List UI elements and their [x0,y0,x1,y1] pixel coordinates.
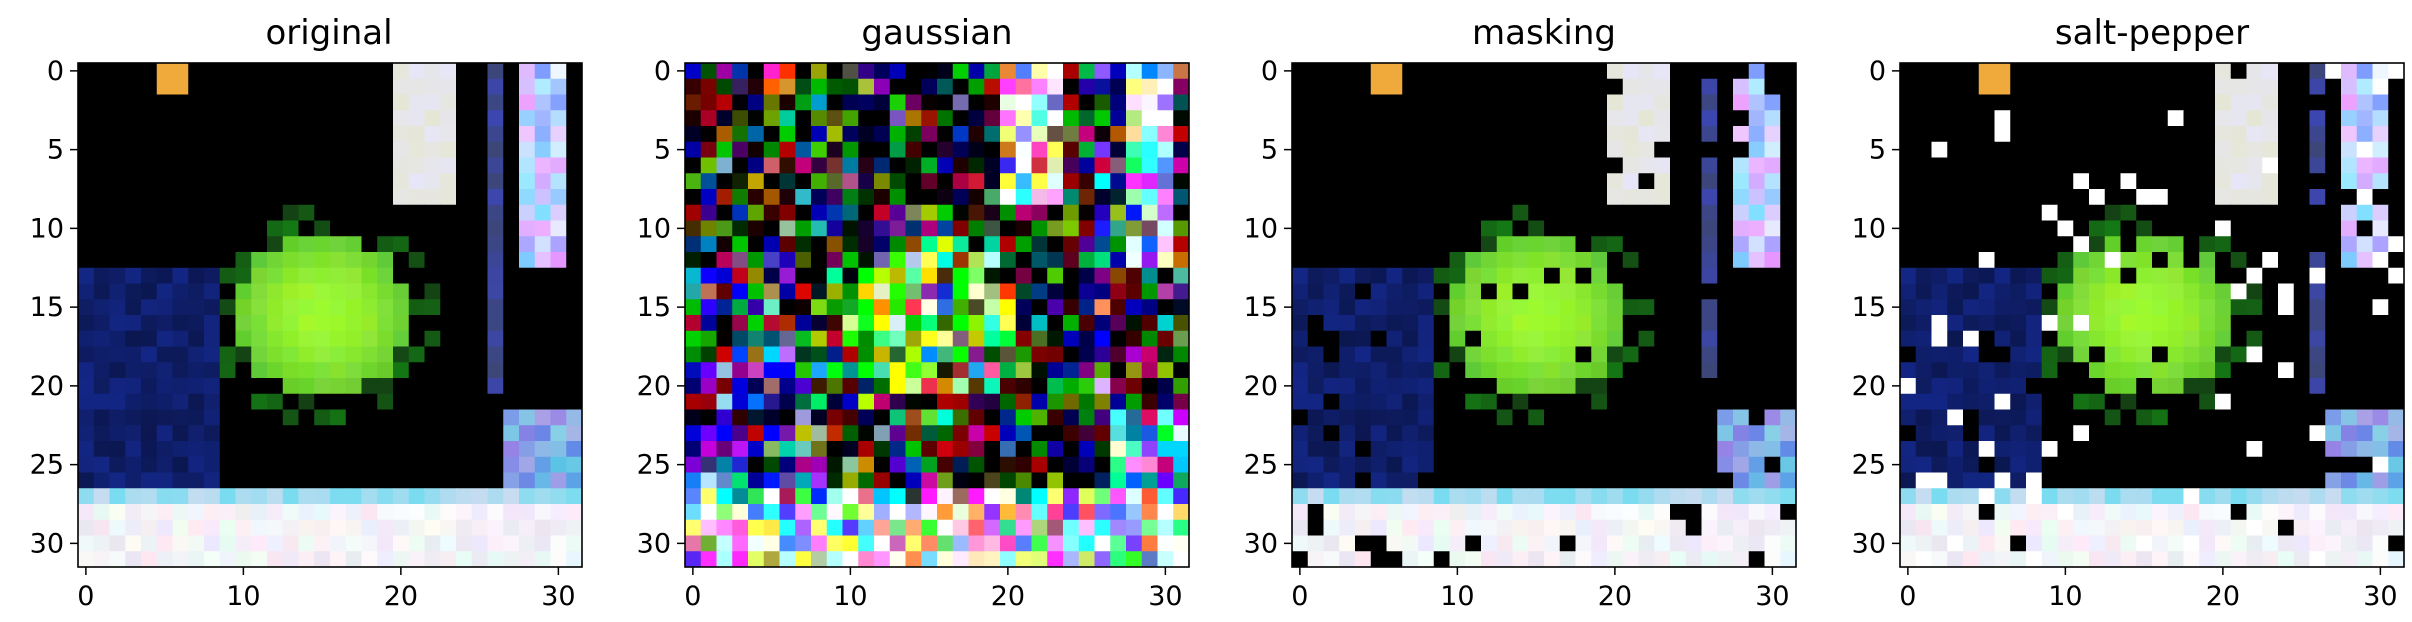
salt-pepper-image [1900,63,2405,568]
masking-image [1292,63,1797,568]
x-tick-label: 10 [2048,581,2082,612]
y-tick-label: 0 [1869,56,1886,87]
x-tick-label: 0 [1291,581,1308,612]
panel-title: masking [1472,13,1616,53]
panel-title: original [265,13,392,53]
panel-original: original 0 10 20 30 0 5 10 15 20 25 30 [30,13,583,612]
y-tick-label: 5 [654,135,671,166]
x-tick-label: 30 [1755,581,1789,612]
panel-title: gaussian [861,13,1012,53]
y-tick-label: 10 [637,213,671,244]
y-tick-label: 20 [1244,371,1278,402]
y-tick-label: 10 [1852,213,1886,244]
x-tick-label: 30 [2363,581,2397,612]
y-tick-label: 10 [1244,213,1278,244]
x-tick-label: 10 [833,581,867,612]
axis-ticks: 0 10 20 30 0 5 10 15 20 25 30 [637,56,1183,612]
y-tick-label: 5 [1261,135,1278,166]
y-tick-label: 0 [47,56,64,87]
y-tick-label: 15 [1852,292,1886,323]
x-tick-label: 20 [1598,581,1632,612]
axes-frame [1291,62,1797,568]
y-tick-label: 5 [1869,135,1886,166]
y-tick-label: 10 [30,213,64,244]
x-tick-label: 10 [1440,581,1474,612]
y-tick-label: 5 [47,135,64,166]
x-tick-label: 20 [2206,581,2240,612]
y-tick-label: 20 [637,371,671,402]
y-tick-label: 20 [1852,371,1886,402]
y-tick-label: 30 [637,528,671,559]
original-image [78,63,583,568]
x-tick-label: 0 [77,581,94,612]
y-tick-label: 30 [1852,528,1886,559]
axis-ticks: 0 10 20 30 0 5 10 15 20 25 30 [30,56,576,612]
axis-ticks: 0 10 20 30 0 5 10 15 20 25 30 [1244,56,1790,612]
y-tick-label: 15 [1244,292,1278,323]
axes-frame [77,62,583,568]
axes-frame [684,62,1190,568]
y-tick-label: 20 [30,371,64,402]
y-tick-label: 0 [654,56,671,87]
x-tick-label: 20 [384,581,418,612]
y-tick-label: 30 [1244,528,1278,559]
panel-title: salt-pepper [2055,13,2249,53]
y-tick-label: 25 [1852,450,1886,481]
y-tick-label: 15 [637,292,671,323]
axes-frame [1899,62,2405,568]
panel-gaussian: gaussian 0 10 20 30 0 5 10 15 20 25 30 [637,13,1190,612]
panel-masking: masking 0 10 20 30 0 5 10 15 20 25 30 [1244,13,1797,612]
y-tick-label: 25 [1244,450,1278,481]
y-tick-label: 15 [30,292,64,323]
x-tick-label: 10 [226,581,260,612]
axis-ticks: 0 10 20 30 0 5 10 15 20 25 30 [1852,56,2398,612]
x-tick-label: 20 [991,581,1025,612]
x-tick-label: 0 [1899,581,1916,612]
x-tick-label: 0 [684,581,701,612]
y-tick-label: 0 [1261,56,1278,87]
y-tick-label: 30 [30,528,64,559]
y-tick-label: 25 [30,450,64,481]
x-tick-label: 30 [541,581,575,612]
panel-salt-pepper: salt-pepper 0 10 20 30 0 5 10 15 20 25 30 [1852,13,2405,612]
y-tick-label: 25 [637,450,671,481]
gaussian-image [685,63,1190,568]
x-tick-label: 30 [1148,581,1182,612]
